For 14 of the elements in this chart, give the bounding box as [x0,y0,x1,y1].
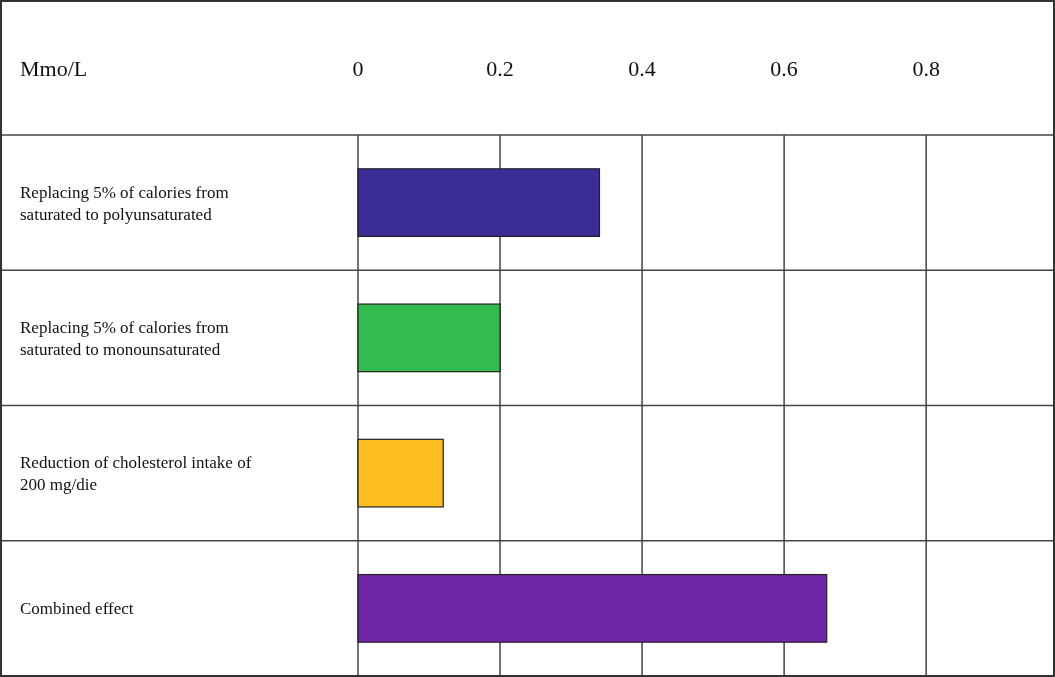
x-tick-label: 0.8 [912,55,940,81]
bar [357,303,501,373]
x-tick-label: 0.6 [770,55,798,81]
y-tick-label: Reduction of cholesterol intake of 200 mg/die [20,453,252,495]
x-tick-label: 0.2 [486,55,514,81]
x-tick-label: 0.4 [628,55,656,81]
bar [357,438,444,508]
bar [357,168,601,238]
bar [357,573,828,643]
y-tick-label: Replacing 5% of calories from saturated to polyunsaturated [20,182,229,224]
y-tick-label: Combined effect [20,599,134,619]
x-axis-title: Mmo/L [20,55,88,81]
x-tick-label: 0 [352,55,364,81]
y-tick-label: Replacing 5% of calories from saturated to monounsaturated [20,317,229,359]
